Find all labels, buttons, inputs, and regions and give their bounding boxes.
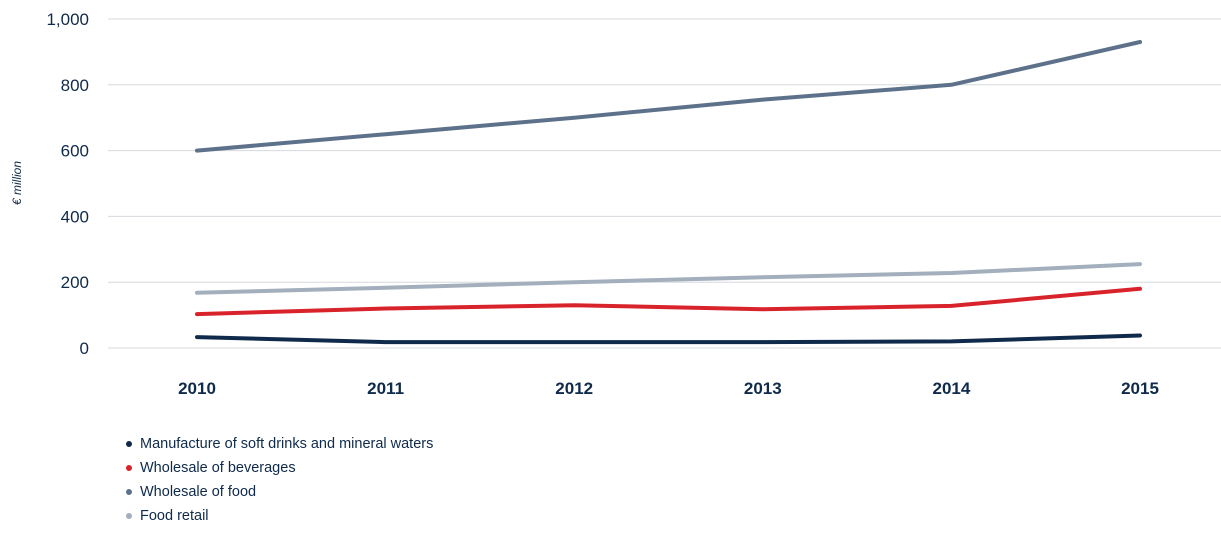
legend-item: Manufacture of soft drinks and mineral w… [126, 432, 433, 456]
series-line-1 [195, 286, 1142, 317]
x-tick-label: 2014 [932, 379, 970, 398]
y-tick-label: 0 [80, 339, 89, 358]
y-tick-label: 400 [61, 207, 89, 226]
legend-marker [126, 441, 132, 447]
x-tick-label: 2011 [367, 379, 404, 398]
y-tick-label: 600 [61, 142, 89, 161]
y-axis-ticks: 0 200 400 600 800 1,000 [46, 10, 89, 358]
gridlines [108, 18, 1221, 349]
legend-marker [126, 465, 132, 471]
legend-item: Wholesale of beverages [126, 456, 433, 480]
legend-label: Wholesale of beverages [140, 460, 296, 476]
x-tick-label: 2012 [555, 379, 593, 398]
x-tick-label: 2013 [744, 379, 782, 398]
y-tick-label: 800 [61, 76, 89, 95]
x-tick-label: 2015 [1121, 379, 1159, 398]
series-lines [195, 40, 1142, 345]
legend-label: Wholesale of food [140, 484, 257, 500]
x-tick-label: 2010 [178, 379, 216, 398]
legend-label: Manufacture of soft drinks and mineral w… [140, 436, 434, 452]
y-tick-label: 200 [61, 273, 89, 292]
series-line-2 [195, 40, 1142, 153]
series-line-3 [195, 262, 1142, 295]
y-axis-label: € million [10, 161, 24, 205]
legend: Manufacture of soft drinks and mineral w… [126, 432, 433, 528]
legend-label: Food retail [140, 508, 209, 524]
y-tick-label: 1,000 [46, 10, 89, 29]
x-axis-ticks: 2010 2011 2012 2013 2014 2015 [178, 379, 1159, 398]
legend-marker [126, 489, 132, 495]
legend-marker [126, 513, 132, 519]
legend-item: Food retail [126, 504, 433, 528]
series-line-0 [195, 333, 1142, 345]
legend-item: Wholesale of food [126, 480, 433, 504]
